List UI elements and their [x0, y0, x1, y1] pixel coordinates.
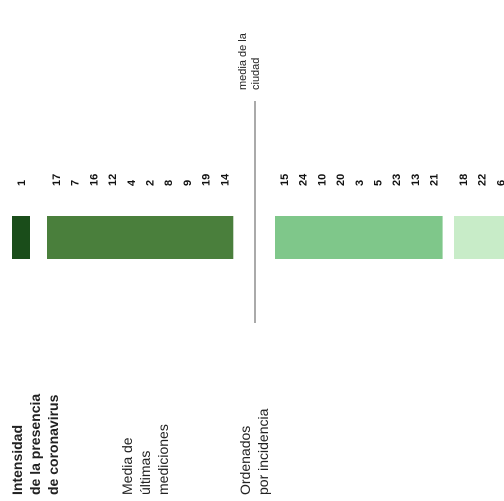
id-label: 7	[70, 180, 82, 186]
bar-group	[12, 216, 504, 259]
id-label-group: 1 17 7 16 12 4 28 9 19 14 15 24 10 20 3 5 23 13 21 18 22 6	[16, 173, 504, 186]
bar-group-3	[275, 216, 443, 259]
title-line-3: de coronavirus	[45, 394, 61, 495]
id-label: 4	[126, 179, 138, 186]
id-label: 20	[335, 174, 347, 186]
avg-label-line-1: media de la	[237, 32, 249, 90]
id-label: 22	[477, 174, 489, 186]
order-line-2: por incidencia	[255, 408, 271, 495]
id-label: 15	[279, 174, 291, 186]
order-line-1: Ordenados	[237, 426, 253, 495]
id-label: 17	[51, 174, 63, 186]
id-label: 19	[201, 174, 213, 186]
id-label: 21	[429, 174, 441, 186]
id-label: 8	[163, 180, 175, 186]
id-label: 13	[410, 174, 422, 186]
title-line-1: Intensidad	[9, 425, 25, 495]
avg-label-line-2: ciudad	[250, 58, 262, 90]
id-label: 2	[145, 180, 157, 186]
id-label: 1	[16, 180, 28, 186]
bar-group-2	[47, 216, 234, 259]
id-label: 9	[182, 180, 194, 186]
id-label: 14	[219, 173, 231, 186]
id-label: 5	[373, 180, 385, 186]
id-label: 3	[354, 180, 366, 186]
title-line-2: de la presencia	[27, 394, 43, 495]
subtitle-line-3: mediciones	[155, 424, 171, 495]
id-label: 6	[495, 180, 504, 186]
subtitle-line-1: Media de	[119, 437, 135, 495]
id-label: 23	[391, 174, 403, 186]
id-label: 18	[458, 174, 470, 186]
id-label: 10	[316, 174, 328, 186]
bar-group-4	[454, 216, 504, 259]
id-label: 16	[88, 174, 100, 186]
bar-group-1	[12, 216, 30, 259]
id-label: 24	[298, 173, 310, 186]
chart-labels: Intensidad de la presencia de coronaviru…	[9, 32, 271, 495]
subtitle-line-2: últimas	[137, 451, 153, 495]
id-label: 12	[107, 174, 119, 186]
